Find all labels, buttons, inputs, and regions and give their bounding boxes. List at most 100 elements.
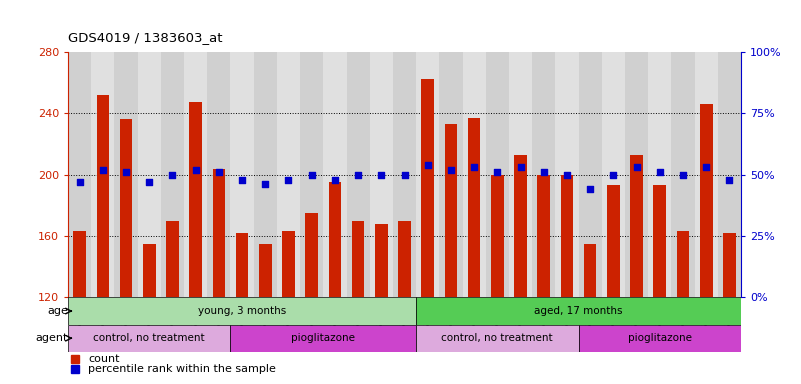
Bar	[462, 52, 485, 298]
Point	[328, 177, 341, 183]
Bar	[212, 169, 225, 298]
Bar	[700, 104, 713, 298]
Bar	[532, 52, 555, 298]
Bar	[305, 213, 318, 298]
Bar	[74, 232, 86, 298]
Bar	[625, 52, 648, 298]
Point	[166, 172, 179, 178]
Text: count: count	[88, 354, 120, 364]
Bar	[184, 52, 207, 298]
Text: control, no treatment: control, no treatment	[94, 333, 205, 343]
Point	[445, 167, 457, 173]
Bar	[143, 244, 155, 298]
Bar	[300, 52, 324, 298]
Bar	[578, 324, 741, 352]
Bar	[485, 52, 509, 298]
Bar	[671, 52, 694, 298]
Bar	[398, 221, 411, 298]
Point	[375, 172, 388, 178]
Bar	[654, 185, 666, 298]
Bar	[189, 103, 202, 298]
Point	[514, 164, 527, 170]
Bar	[416, 324, 578, 352]
Point	[143, 179, 155, 185]
Text: control, no treatment: control, no treatment	[441, 333, 553, 343]
Bar	[491, 175, 504, 298]
Bar	[68, 52, 91, 298]
Bar	[68, 324, 231, 352]
Point	[723, 177, 736, 183]
Bar	[231, 324, 416, 352]
Point	[561, 172, 574, 178]
Bar	[677, 232, 690, 298]
Bar	[277, 52, 300, 298]
Point	[119, 169, 132, 175]
Point	[398, 172, 411, 178]
Bar	[723, 233, 735, 298]
Bar	[254, 52, 277, 298]
Point	[73, 179, 86, 185]
Bar	[235, 233, 248, 298]
Point	[468, 164, 481, 170]
Point	[352, 172, 364, 178]
Bar	[282, 232, 295, 298]
Bar	[328, 182, 341, 298]
Bar	[468, 118, 481, 298]
Bar	[694, 52, 718, 298]
Text: GDS4019 / 1383603_at: GDS4019 / 1383603_at	[68, 31, 223, 44]
Text: age: age	[47, 306, 68, 316]
Point	[421, 162, 434, 168]
Bar	[161, 52, 184, 298]
Bar	[231, 52, 254, 298]
Bar	[439, 52, 462, 298]
Bar	[509, 52, 532, 298]
Point	[654, 169, 666, 175]
Bar	[166, 221, 179, 298]
Bar	[393, 52, 416, 298]
Bar	[445, 124, 457, 298]
Bar	[324, 52, 347, 298]
Bar	[584, 244, 597, 298]
Point	[235, 177, 248, 183]
Bar	[537, 175, 550, 298]
Bar	[352, 221, 364, 298]
Bar	[561, 175, 574, 298]
Bar	[259, 244, 272, 298]
Bar	[375, 224, 388, 298]
Bar	[416, 298, 741, 324]
Bar	[421, 79, 434, 298]
Bar	[514, 155, 527, 298]
Point	[584, 186, 597, 192]
Bar	[602, 52, 625, 298]
Bar	[347, 52, 370, 298]
Text: young, 3 months: young, 3 months	[198, 306, 286, 316]
Point	[212, 169, 225, 175]
Point	[607, 172, 620, 178]
Text: agent: agent	[36, 333, 68, 343]
Bar	[119, 119, 132, 298]
Bar	[96, 95, 109, 298]
Text: pioglitazone: pioglitazone	[292, 333, 356, 343]
Bar	[138, 52, 161, 298]
Bar	[578, 52, 602, 298]
Bar	[718, 52, 741, 298]
Point	[259, 181, 272, 187]
Point	[630, 164, 643, 170]
Bar	[630, 155, 643, 298]
Point	[491, 169, 504, 175]
Point	[305, 172, 318, 178]
Point	[189, 167, 202, 173]
Bar	[648, 52, 671, 298]
Point	[282, 177, 295, 183]
Point	[700, 164, 713, 170]
Point	[96, 167, 109, 173]
Bar	[91, 52, 115, 298]
Text: aged, 17 months: aged, 17 months	[534, 306, 622, 316]
Bar	[207, 52, 231, 298]
Bar	[370, 52, 393, 298]
Bar	[115, 52, 138, 298]
Bar	[416, 52, 439, 298]
Bar	[555, 52, 578, 298]
Text: percentile rank within the sample: percentile rank within the sample	[88, 364, 276, 374]
Point	[537, 169, 550, 175]
